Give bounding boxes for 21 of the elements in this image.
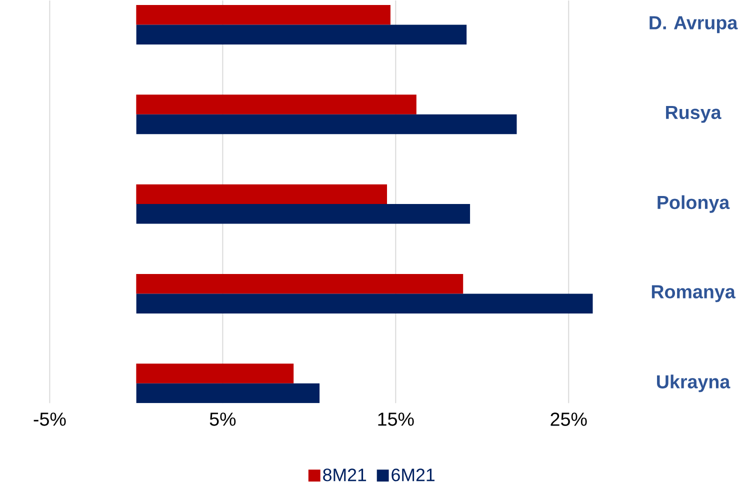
bar — [136, 274, 464, 294]
bar — [136, 294, 593, 314]
x-tick-label: 25% — [550, 412, 587, 426]
bar — [136, 5, 390, 25]
bar — [136, 364, 294, 384]
bar — [136, 384, 320, 404]
bar — [136, 184, 388, 204]
x-tick-label: 15% — [378, 412, 414, 426]
x-tick-label: 5% — [210, 412, 236, 426]
bar — [136, 24, 467, 45]
y-tick-label: D. Avrupa — [650, 16, 738, 34]
legend-label: 6M21 — [392, 468, 434, 482]
y-tick-label: Romanya — [652, 286, 736, 302]
x-tick-label: -5% — [34, 412, 66, 426]
y-tick-label: Ukrayna — [657, 374, 730, 392]
bar — [136, 204, 470, 224]
y-tick-label: Polonya — [658, 195, 730, 214]
bar — [136, 94, 416, 115]
y-tick-label: Rusya — [666, 106, 722, 124]
legend-label: 8M21 — [323, 468, 366, 482]
bar — [136, 114, 517, 134]
